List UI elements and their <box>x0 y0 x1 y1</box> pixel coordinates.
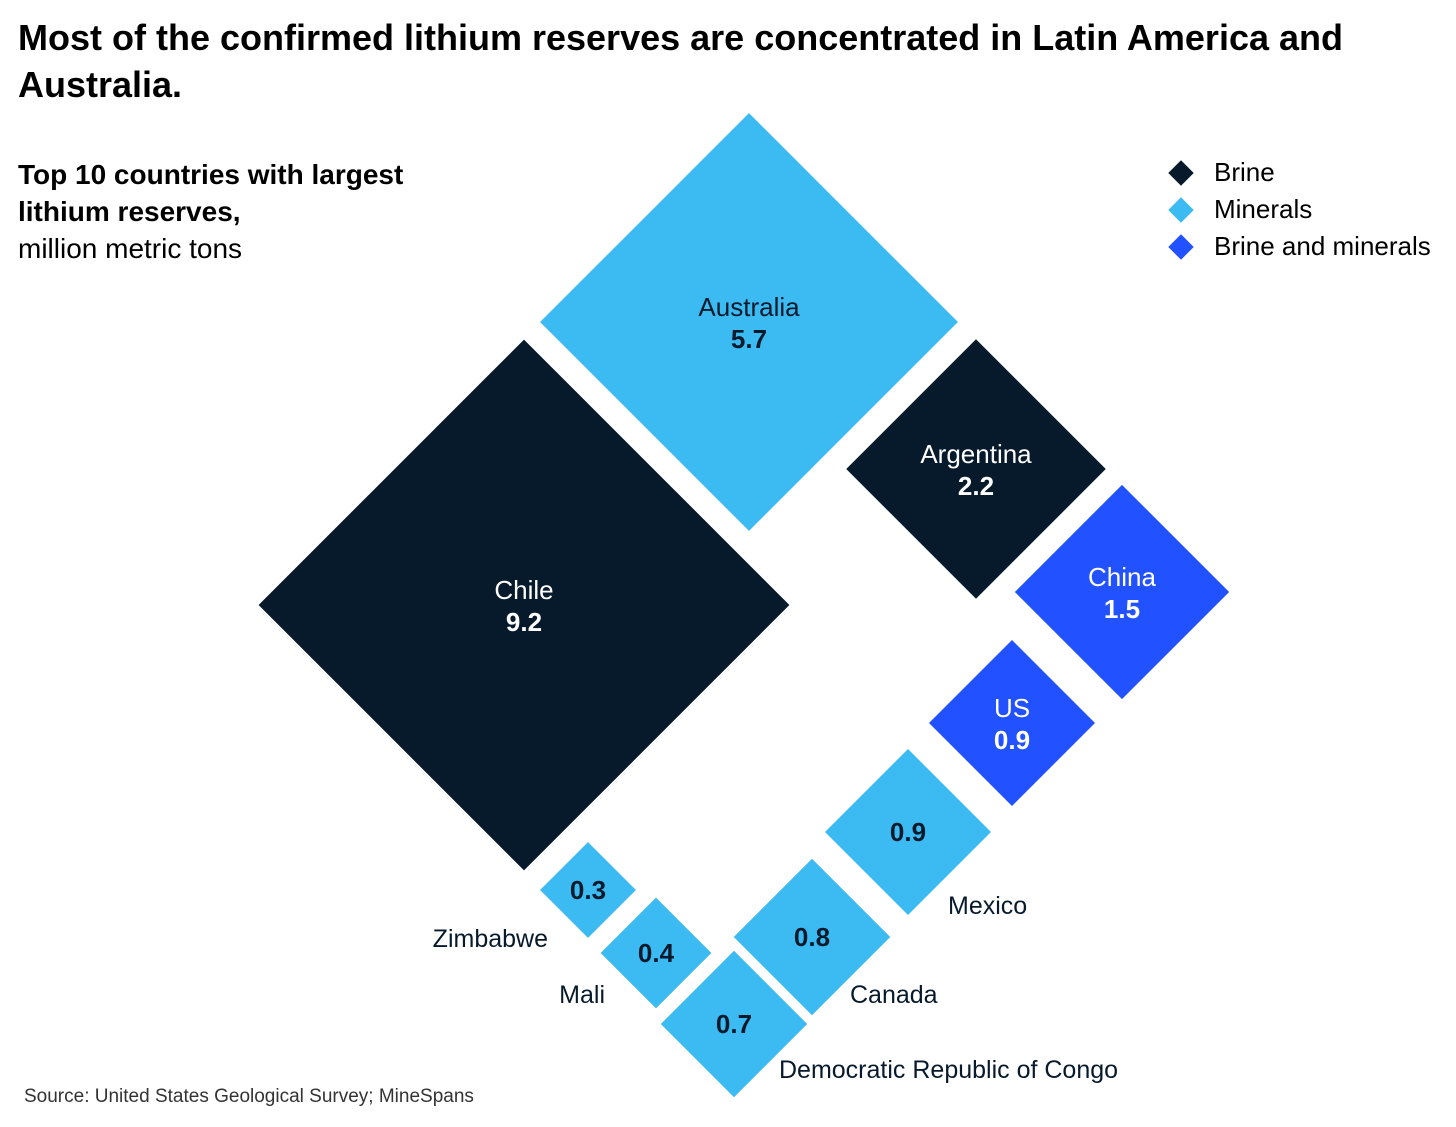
diamond-china <box>1014 484 1230 700</box>
diamond-argentina <box>846 339 1106 599</box>
diamond-zimbabwe <box>540 842 636 938</box>
country-label-canada: Canada <box>850 981 938 1009</box>
value-label-mali: 0.4 <box>638 938 675 968</box>
legend-item-brine: Brine <box>1166 154 1431 191</box>
value-label-chile: 9.2 <box>506 607 542 637</box>
diamond-australia <box>540 113 958 531</box>
diamond-chile <box>258 339 790 871</box>
country-label-zimbabwe: Zimbabwe <box>433 925 548 953</box>
country-label-chile: Chile <box>494 575 553 605</box>
subtitle-bold: Top 10 countries with largest lithium re… <box>18 159 404 227</box>
legend: Brine Minerals Brine and minerals <box>1166 154 1431 265</box>
diamond-canada <box>733 858 891 1016</box>
value-label-australia: 5.7 <box>731 324 767 354</box>
country-label-argentina: Argentina <box>920 439 1032 469</box>
chart-title: Most of the confirmed lithium reserves a… <box>18 17 1343 105</box>
subtitle-unit: million metric tons <box>18 233 243 264</box>
country-label-australia: Australia <box>698 292 800 322</box>
country-label-china: China <box>1088 562 1156 592</box>
country-label-mexico: Mexico <box>948 892 1027 920</box>
value-label-zimbabwe: 0.3 <box>570 875 606 905</box>
diamond-us <box>928 639 1096 807</box>
diamond-mexico <box>824 748 992 916</box>
value-label-argentina: 2.2 <box>958 471 994 501</box>
diamond-democratic-republic-of-congo <box>660 950 808 1098</box>
value-label-china: 1.5 <box>1104 594 1140 624</box>
legend-item-brine-and-minerals: Brine and minerals <box>1166 228 1431 265</box>
chart-subtitle: Top 10 countries with largest lithium re… <box>18 156 438 267</box>
country-label-us: US <box>994 693 1030 723</box>
legend-label-minerals: Minerals <box>1214 194 1313 224</box>
legend-item-minerals: Minerals <box>1166 191 1431 228</box>
value-label-canada: 0.8 <box>794 922 830 952</box>
legend-label-brine-and-minerals: Brine and minerals <box>1214 231 1431 261</box>
country-label-democratic-republic-of-congo: Democratic Republic of Congo <box>779 1056 1118 1084</box>
country-label-mali: Mali <box>559 981 605 1009</box>
source-note: Source: United States Geological Survey;… <box>24 1086 474 1107</box>
value-label-mexico: 0.9 <box>890 817 926 847</box>
value-label-democratic-republic-of-congo: 0.7 <box>716 1009 752 1039</box>
legend-label-brine: Brine <box>1214 157 1275 187</box>
diamond-mali <box>600 897 712 1009</box>
value-label-us: 0.9 <box>994 725 1030 755</box>
